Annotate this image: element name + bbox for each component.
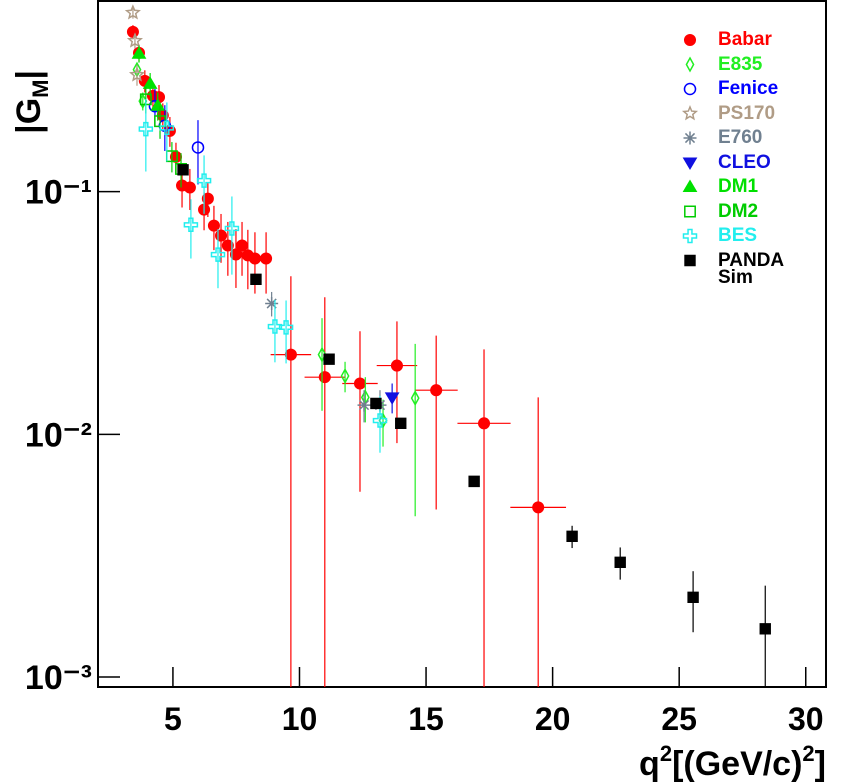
point: [183, 181, 196, 194]
point: [260, 252, 273, 265]
y-axis-title-part: M: [28, 80, 53, 98]
point: [323, 353, 335, 365]
point: [317, 346, 327, 363]
point: [477, 417, 491, 430]
point: [248, 252, 261, 265]
legend-marker: [685, 56, 695, 73]
point: [131, 46, 147, 59]
point: [390, 359, 403, 372]
point: [221, 239, 234, 252]
frame: [97, 0, 827, 688]
x-axis-title: q2[(GeV/c)2]: [639, 741, 826, 783]
legend-marker: [682, 157, 698, 170]
point: [687, 591, 699, 604]
point: [250, 273, 262, 286]
point: [410, 390, 420, 407]
y-tick-label: 10⁻³: [25, 659, 92, 697]
x-axis-title-part: 2: [660, 741, 672, 766]
point: [395, 417, 407, 430]
legend-marker: [682, 228, 698, 244]
y-tick-label: 10⁻²: [25, 416, 92, 454]
legend-label: DM2: [718, 200, 759, 222]
y-tick-label: 10⁻¹: [25, 174, 92, 212]
x-axis-title-part: ]: [815, 745, 826, 783]
legend-label: Fenice: [718, 78, 779, 99]
point: [353, 377, 367, 390]
point: [372, 413, 388, 428]
point: [614, 556, 626, 569]
point: [138, 121, 154, 137]
y-axis-title-part: |: [10, 70, 48, 80]
legend-label: BES: [718, 225, 758, 246]
point: [196, 173, 212, 188]
point: [177, 164, 189, 176]
point: [210, 247, 226, 262]
point: [284, 348, 297, 361]
legend-marker: [681, 105, 699, 121]
point: [159, 120, 175, 136]
point: [142, 76, 158, 89]
point: [126, 25, 139, 38]
x-tick-label: 10: [282, 701, 318, 737]
legend-label: E760: [718, 127, 763, 148]
x-tick-label: 25: [661, 701, 697, 737]
x-axis-title-part: q: [639, 745, 660, 783]
plot-area: [124, 4, 771, 687]
legend-label: PANDA Sim: [718, 249, 784, 288]
point: [759, 623, 771, 635]
point: [224, 221, 240, 236]
point: [126, 32, 143, 48]
legend-marker: [683, 33, 697, 47]
point: [150, 98, 166, 111]
y-axis-title-part: |G: [10, 98, 48, 134]
x-axis-title-part: [(GeV/c): [672, 745, 802, 783]
point: [468, 475, 480, 488]
x-tick-label: 20: [535, 701, 571, 737]
point: [267, 319, 283, 334]
legend-marker: [683, 82, 697, 96]
point: [124, 4, 141, 20]
point: [201, 192, 214, 205]
point: [340, 367, 350, 385]
point: [191, 141, 205, 154]
point: [236, 239, 249, 252]
x-tick-label: 15: [408, 701, 444, 737]
point: [532, 501, 545, 514]
point: [370, 397, 382, 410]
point: [430, 384, 443, 397]
point: [183, 217, 199, 233]
point: [214, 229, 228, 242]
point: [357, 398, 371, 412]
legend-label: PS170: [718, 102, 776, 124]
legend-label: E835: [718, 53, 763, 75]
point: [139, 93, 152, 106]
point: [128, 66, 146, 82]
point: [566, 530, 578, 543]
legend-label: DM1: [718, 176, 759, 197]
x-axis-title-part: 2: [802, 741, 814, 766]
point: [265, 296, 279, 310]
x-tick-label: 30: [788, 701, 824, 737]
y-axis-title: |GM|: [10, 70, 53, 134]
x-tick-label: 5: [164, 701, 182, 737]
point: [384, 392, 400, 405]
legend-marker: [684, 254, 696, 267]
point: [278, 320, 294, 335]
legend-marker: [683, 131, 697, 145]
legend-marker: [684, 205, 696, 218]
point: [318, 371, 331, 384]
legend-marker: [682, 179, 698, 193]
point: [207, 219, 220, 232]
legend-label: CLEO: [718, 151, 771, 173]
legend-label: Babar: [718, 29, 772, 50]
